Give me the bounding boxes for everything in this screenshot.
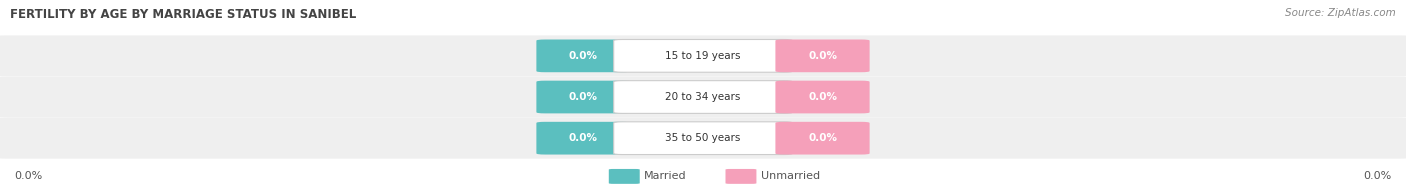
FancyBboxPatch shape (537, 81, 630, 113)
FancyBboxPatch shape (0, 77, 1406, 118)
Text: Source: ZipAtlas.com: Source: ZipAtlas.com (1285, 8, 1396, 18)
Text: 15 to 19 years: 15 to 19 years (665, 51, 741, 61)
Text: FERTILITY BY AGE BY MARRIAGE STATUS IN SANIBEL: FERTILITY BY AGE BY MARRIAGE STATUS IN S… (10, 8, 356, 21)
FancyBboxPatch shape (725, 169, 756, 184)
Text: Unmarried: Unmarried (761, 171, 820, 181)
FancyBboxPatch shape (537, 40, 630, 72)
FancyBboxPatch shape (609, 169, 640, 184)
FancyBboxPatch shape (0, 35, 1406, 76)
FancyBboxPatch shape (614, 40, 793, 72)
Text: 0.0%: 0.0% (569, 51, 598, 61)
FancyBboxPatch shape (614, 81, 793, 113)
FancyBboxPatch shape (776, 122, 869, 154)
FancyBboxPatch shape (537, 122, 630, 154)
Text: 0.0%: 0.0% (808, 133, 837, 143)
FancyBboxPatch shape (614, 122, 793, 154)
Text: Married: Married (644, 171, 686, 181)
Text: 35 to 50 years: 35 to 50 years (665, 133, 741, 143)
FancyBboxPatch shape (776, 81, 869, 113)
Text: 0.0%: 0.0% (569, 92, 598, 102)
FancyBboxPatch shape (0, 118, 1406, 159)
Text: 0.0%: 0.0% (1364, 171, 1392, 181)
FancyBboxPatch shape (776, 40, 869, 72)
Text: 0.0%: 0.0% (569, 133, 598, 143)
Text: 20 to 34 years: 20 to 34 years (665, 92, 741, 102)
Text: 0.0%: 0.0% (14, 171, 42, 181)
Text: 0.0%: 0.0% (808, 92, 837, 102)
Text: 0.0%: 0.0% (808, 51, 837, 61)
